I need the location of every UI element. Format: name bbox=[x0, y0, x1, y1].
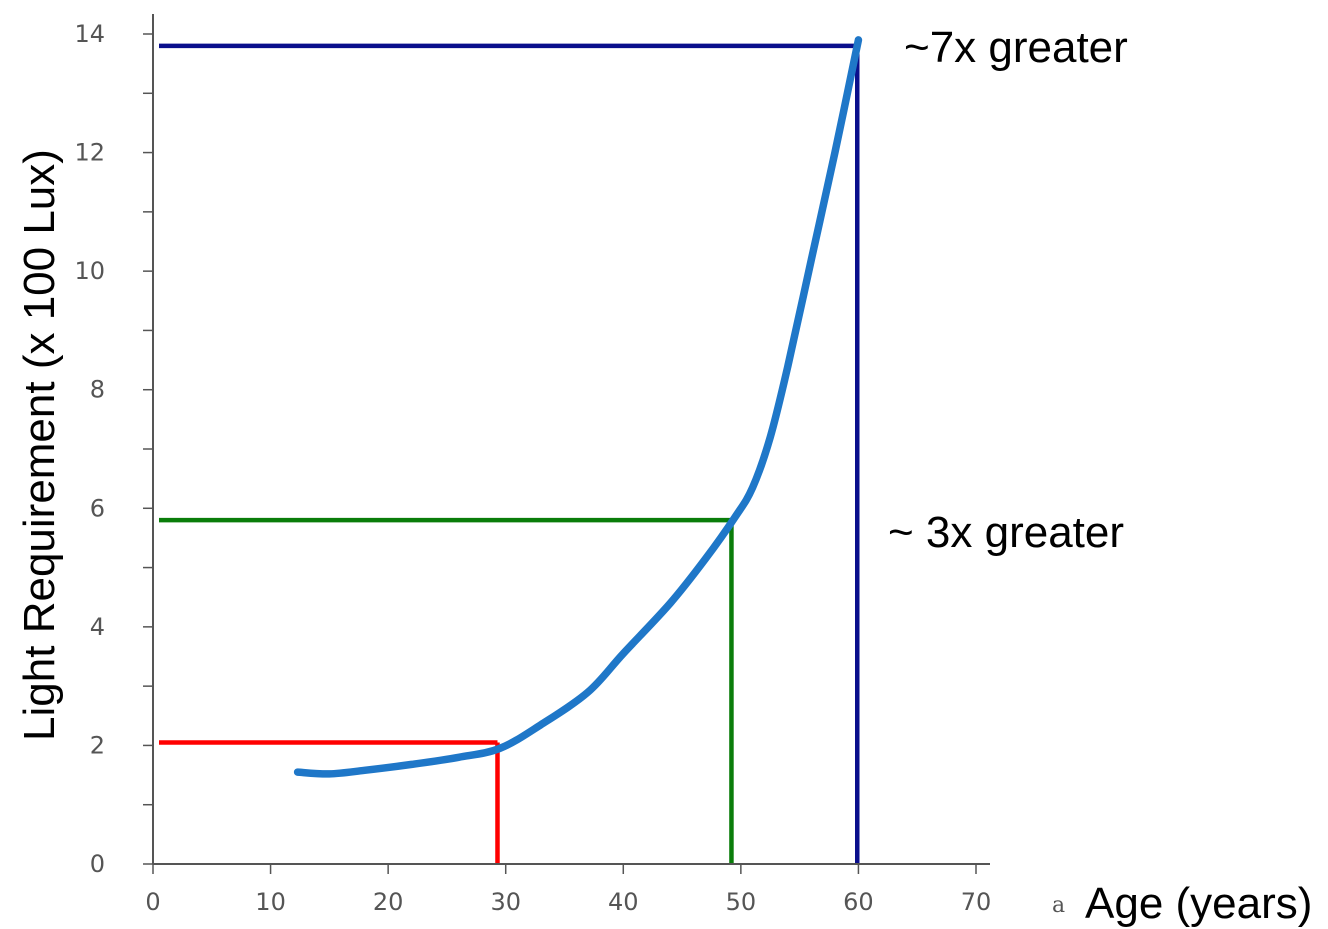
x-tick-label: 70 bbox=[961, 888, 992, 916]
y-tick-label: 0 bbox=[90, 850, 105, 878]
y-tick-label: 2 bbox=[90, 731, 105, 759]
data-series bbox=[293, 36, 863, 778]
x-tick-label: 0 bbox=[145, 888, 160, 916]
axes: 0 2 4 6 8 10 12 14 0 10 20 30 40 50 60 70 bbox=[74, 14, 991, 916]
y-tick-label: 10 bbox=[74, 257, 105, 285]
x-tick-label: 40 bbox=[608, 888, 639, 916]
y-tick-label: 14 bbox=[74, 20, 105, 48]
x-axis-title: Age (years) bbox=[1085, 879, 1312, 928]
reference-lines bbox=[159, 43, 860, 864]
x-tick-label: 10 bbox=[255, 888, 286, 916]
annotation-7x: ~7x greater bbox=[904, 23, 1128, 72]
y-tick-label: 6 bbox=[90, 494, 105, 522]
series-line bbox=[293, 36, 863, 778]
x-tick-label: 30 bbox=[490, 888, 521, 916]
x-tick-label: 60 bbox=[843, 888, 874, 916]
y-axis-title: Light Requirement (x 100 Lux) bbox=[15, 149, 64, 741]
x-tick-label: 50 bbox=[726, 888, 757, 916]
annotation-3x: ~ 3x greater bbox=[888, 508, 1124, 557]
y-tick-label: 4 bbox=[90, 613, 105, 641]
y-tick-label: 12 bbox=[74, 139, 105, 167]
x-tick-label: 20 bbox=[373, 888, 404, 916]
y-tick-label: 8 bbox=[90, 376, 105, 404]
stray-a-label: a bbox=[1052, 893, 1065, 918]
